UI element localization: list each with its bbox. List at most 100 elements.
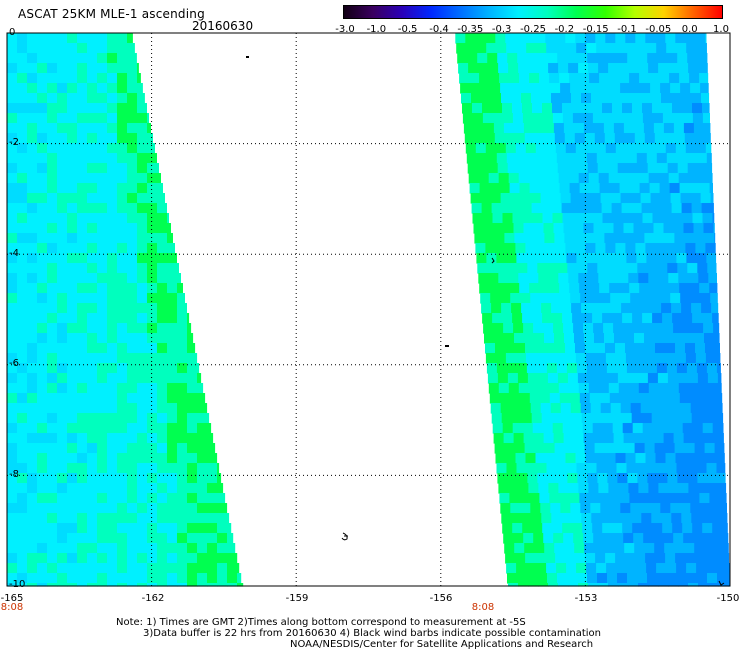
swath-cell [57, 533, 68, 544]
swath-cell [67, 433, 78, 444]
swath-cell [27, 33, 38, 44]
swath-cell [137, 293, 148, 304]
swath-cell [618, 173, 630, 184]
swath-cell [565, 353, 577, 364]
swath-cell [711, 513, 722, 524]
swath-cell [157, 453, 168, 464]
swath-cell [654, 133, 666, 144]
swath-cell [663, 433, 675, 444]
swath-cell [107, 453, 118, 464]
swath-cell [97, 273, 108, 284]
swath-cell [599, 73, 610, 84]
swath-cell [634, 333, 645, 344]
swath-cell [516, 563, 527, 574]
swath-cell [187, 543, 198, 554]
swath-cell [523, 323, 534, 334]
swath-cell [647, 163, 659, 174]
swath-cell [696, 43, 707, 54]
swath-cell [707, 163, 713, 174]
swath-cell [622, 103, 633, 114]
swath-cell [97, 133, 108, 144]
swath-cell [597, 473, 608, 484]
swath-cell [606, 463, 618, 474]
swath-cell [57, 483, 68, 494]
swath-cell [545, 353, 557, 364]
swath-cell [87, 203, 98, 214]
swath-cell [585, 453, 597, 464]
swath-cell [664, 333, 675, 344]
swath-cell [27, 553, 38, 564]
swath-cell [7, 263, 18, 274]
swath-cell [713, 433, 724, 444]
swath-cell [227, 573, 238, 584]
swath-cell [37, 373, 48, 384]
swath-cell [107, 473, 118, 484]
swath-cell [527, 163, 539, 174]
swath-cell [37, 393, 48, 404]
swath-cell [127, 333, 138, 344]
swath-cell [575, 343, 586, 354]
swath-cell [532, 113, 544, 124]
swath-cell [117, 373, 128, 384]
swath-cell [622, 523, 633, 534]
swath-cell [147, 493, 158, 504]
swath-cell [673, 533, 684, 544]
swath-cell [711, 413, 723, 424]
swath-cell [147, 433, 158, 444]
swath-cell [137, 323, 148, 334]
swath-cell [648, 173, 660, 184]
swath-cell [575, 33, 586, 44]
swath-cell [651, 303, 662, 314]
swath-cell [127, 303, 138, 314]
swath-cell [37, 343, 48, 354]
swath-cell [187, 583, 198, 587]
swath-cell [597, 373, 609, 384]
swath-cell [542, 113, 554, 124]
swath-cell [609, 73, 620, 84]
swath-cell [666, 563, 677, 574]
swath-cell [538, 583, 549, 587]
swath-cell [628, 63, 639, 74]
swath-cell [642, 523, 653, 534]
swath-cell [187, 393, 198, 404]
swath-cell [660, 193, 672, 204]
swath-cell [497, 373, 509, 384]
swath-cell [77, 413, 88, 424]
swath-cell [17, 273, 28, 284]
swath-cell [680, 293, 691, 304]
swath-cell [474, 233, 485, 244]
swath-cell [676, 153, 688, 164]
swath-cell [655, 353, 667, 364]
swath-cell [117, 153, 128, 164]
swath-cell [27, 433, 38, 444]
swath-cell [596, 363, 608, 374]
swath-cell [197, 423, 208, 434]
swath-cell [167, 473, 178, 484]
swath-cell [137, 213, 148, 224]
swath-cell [706, 43, 707, 54]
swath-cell [585, 33, 596, 44]
swath-cell [620, 193, 632, 204]
swath-cell [692, 313, 703, 324]
swath-cell [578, 383, 590, 394]
swath-cell [7, 183, 18, 194]
swath-cell [87, 103, 98, 114]
swath-cell [147, 123, 151, 134]
swath-cell [87, 123, 98, 134]
swath-cell [17, 193, 28, 204]
swath-cell [542, 523, 553, 534]
swath-cell [499, 183, 511, 194]
swath-cell [632, 213, 644, 224]
swath-cell [651, 513, 662, 524]
swath-cell [87, 473, 98, 484]
swath-cell [656, 463, 668, 474]
swath-cell [17, 233, 28, 244]
swath-cell [657, 373, 669, 384]
swath-cell [167, 553, 178, 564]
swath-cell [488, 273, 499, 284]
swath-cell [702, 313, 713, 324]
swath-cell [629, 73, 640, 84]
swath-cell [17, 323, 28, 334]
swath-cell [489, 283, 500, 294]
swath-cell [538, 483, 549, 494]
